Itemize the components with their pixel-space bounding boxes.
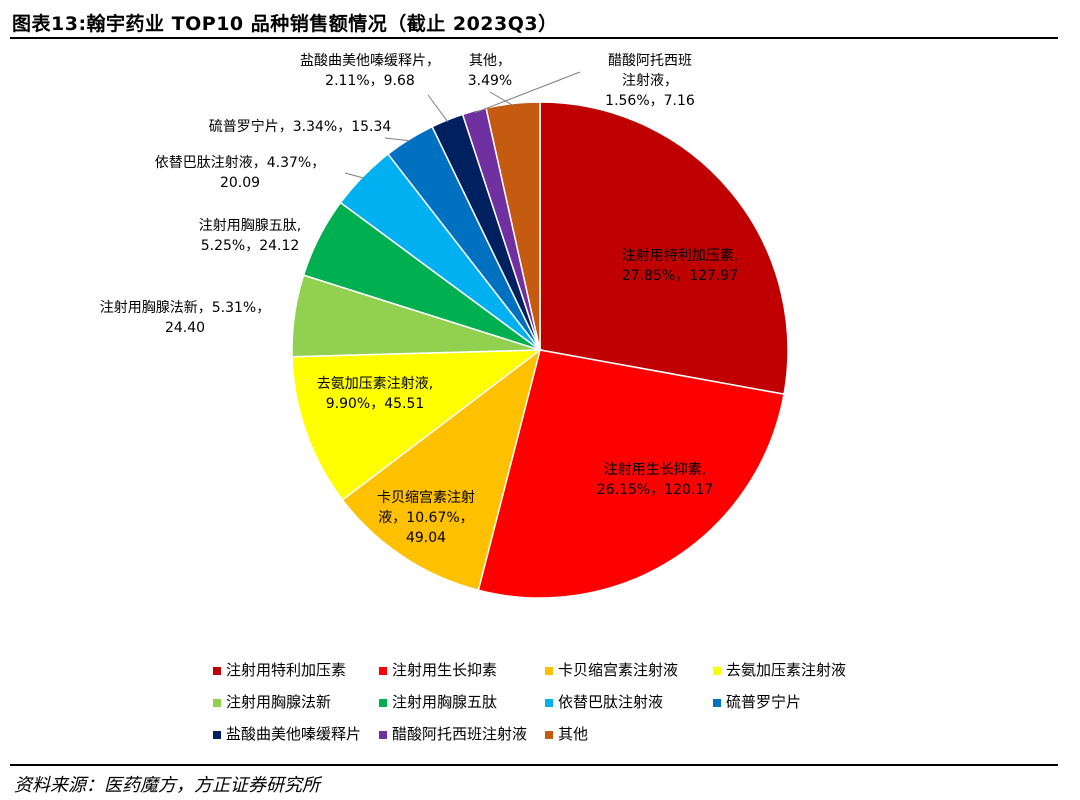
data-label-3: 去氨加压素注射液, 9.90%，45.51 bbox=[317, 376, 433, 412]
data-label-6: 依替巴肽注射液，4.37%， 20.09 bbox=[155, 155, 325, 191]
legend-item-1-3: 硫普罗宁片 bbox=[713, 693, 801, 711]
data-label-4: 注射用胸腺法新，5.31%， 24.40 bbox=[100, 300, 270, 336]
legend-label: 注射用生长抑素 bbox=[392, 661, 497, 679]
legend-swatch bbox=[545, 699, 553, 707]
data-label-line: 依替巴肽注射液，4.37%， bbox=[155, 155, 325, 171]
legend-swatch bbox=[379, 667, 387, 675]
data-label-line: 醋酸阿托西班 bbox=[608, 53, 692, 69]
leader-line-8 bbox=[427, 94, 449, 123]
legend-item-2-2: 其他 bbox=[545, 725, 588, 743]
chart-title: 图表13:翰宇药业 TOP10 品种销售额情况（截止 2023Q3） bbox=[12, 13, 558, 35]
data-label-line: 26.15%，120.17 bbox=[597, 482, 713, 498]
legend-item-1-0: 注射用胸腺法新 bbox=[213, 693, 331, 711]
legend-label: 硫普罗宁片 bbox=[726, 693, 801, 711]
legend-label: 去氨加压素注射液 bbox=[726, 661, 846, 679]
leader-line-9 bbox=[474, 71, 581, 114]
data-label-line: 24.40 bbox=[165, 320, 205, 336]
data-label-line: 硫普罗宁片，3.34%，15.34 bbox=[209, 118, 392, 135]
data-label-line: 3.49% bbox=[468, 73, 512, 89]
legend-label: 注射用特利加压素 bbox=[226, 661, 346, 679]
legend-swatch bbox=[379, 699, 387, 707]
data-label-line: 液，10.67%， bbox=[378, 510, 473, 526]
legend-label: 注射用胸腺五肽 bbox=[392, 693, 497, 711]
data-label-line: 2.11%，9.68 bbox=[325, 73, 415, 89]
legend-label: 依替巴肽注射液 bbox=[558, 693, 663, 711]
data-label-line: 9.90%，45.51 bbox=[326, 396, 425, 412]
data-label-10: 其他， 3.49% bbox=[468, 53, 512, 89]
legend-swatch bbox=[213, 731, 221, 739]
data-label-1: 注射用生长抑素, 26.15%，120.17 bbox=[597, 462, 713, 498]
legend-label: 醋酸阿托西班注射液 bbox=[392, 725, 527, 743]
data-label-line: 49.04 bbox=[406, 530, 446, 546]
data-label-line: 27.85%，127.97 bbox=[622, 268, 738, 284]
legend-item-1-1: 注射用胸腺五肽 bbox=[379, 693, 497, 711]
data-label-2: 卡贝缩宫素注射液，10.67%， 49.04 bbox=[377, 490, 475, 546]
source-note: 资料来源：医药魔方，方正证券研究所 bbox=[14, 775, 320, 796]
data-label-0: 注射用特利加压素, 27.85%，127.97 bbox=[622, 248, 738, 284]
data-label-5: 注射用胸腺五肽, 5.25%，24.12 bbox=[199, 218, 301, 254]
leader-line-6 bbox=[344, 172, 365, 179]
legend-label: 注射用胸腺法新 bbox=[226, 693, 331, 711]
legend-label: 卡贝缩宫素注射液 bbox=[558, 661, 678, 679]
pie-slice-1 bbox=[477, 349, 785, 599]
legend-item-0-1: 注射用生长抑素 bbox=[379, 661, 497, 679]
data-label-line: 盐酸曲美他嗪缓释片， bbox=[300, 53, 440, 69]
legend-swatch bbox=[379, 731, 387, 739]
data-label-line: 注射用胸腺五肽, bbox=[199, 218, 301, 234]
data-label-line: 注射液， bbox=[622, 73, 678, 89]
leader-line-10 bbox=[489, 91, 514, 106]
data-label-line: 去氨加压素注射液, bbox=[317, 376, 433, 392]
data-label-line: 1.56%，7.16 bbox=[605, 93, 695, 109]
data-label-8: 盐酸曲美他嗪缓释片， 2.11%，9.68 bbox=[300, 53, 440, 89]
data-label-line: 20.09 bbox=[220, 175, 260, 191]
bottom-rule bbox=[10, 764, 1058, 766]
legend-swatch bbox=[713, 699, 721, 707]
legend-item-0-2: 卡贝缩宫素注射液 bbox=[545, 661, 678, 679]
legend-swatch bbox=[545, 731, 553, 739]
pie-slice-2 bbox=[341, 348, 542, 592]
data-label-line: 5.25%，24.12 bbox=[201, 238, 300, 254]
data-label-9: 醋酸阿托西班注射液， 1.56%，7.16 bbox=[605, 53, 695, 109]
pie-slice-3 bbox=[291, 349, 543, 501]
pie-chart: 注射用特利加压素, 27.85%，127.97 注射用生长抑素, 26.15%，120… bbox=[100, 53, 846, 743]
legend-item-2-1: 醋酸阿托西班注射液 bbox=[379, 725, 527, 743]
data-label-line: 注射用特利加压素, bbox=[622, 248, 738, 264]
data-label-7: 硫普罗宁片，3.34%，15.34 bbox=[209, 118, 392, 135]
legend-label: 盐酸曲美他嗪缓释片 bbox=[226, 725, 361, 743]
legend-item-2-0: 盐酸曲美他嗪缓释片 bbox=[213, 725, 361, 743]
data-label-line: 其他， bbox=[469, 53, 511, 69]
legend-swatch bbox=[545, 667, 553, 675]
legend-item-0-0: 注射用特利加压素 bbox=[213, 661, 346, 679]
legend-item-0-3: 去氨加压素注射液 bbox=[713, 661, 846, 679]
pie-slice-0 bbox=[539, 101, 789, 396]
legend-swatch bbox=[213, 699, 221, 707]
legend-item-1-2: 依替巴肽注射液 bbox=[545, 693, 663, 711]
data-label-line: 注射用胸腺法新，5.31%， bbox=[100, 300, 270, 316]
data-label-line: 卡贝缩宫素注射 bbox=[377, 490, 475, 506]
legend-label: 其他 bbox=[558, 725, 588, 743]
leader-line-7 bbox=[384, 137, 411, 142]
data-label-line: 注射用生长抑素, bbox=[604, 462, 706, 478]
legend-swatch bbox=[213, 667, 221, 675]
legend-swatch bbox=[713, 667, 721, 675]
top-rule bbox=[10, 37, 1058, 39]
